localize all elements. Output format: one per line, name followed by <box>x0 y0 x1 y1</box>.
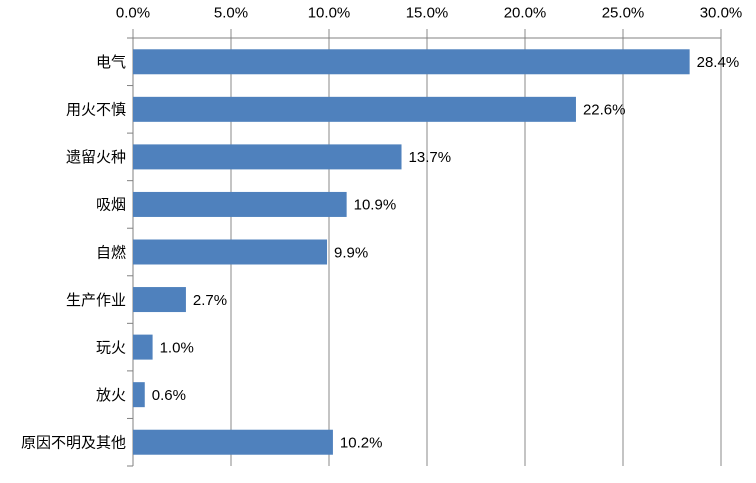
category-label: 生产作业 <box>66 292 126 309</box>
x-axis-tick-label: 10.0% <box>308 4 351 21</box>
category-label: 放火 <box>96 387 126 404</box>
value-label: 10.2% <box>340 434 383 451</box>
value-label: 22.6% <box>583 102 626 119</box>
value-label: 9.9% <box>334 244 368 261</box>
category-label: 遗留火种 <box>66 149 126 166</box>
category-label: 用火不慎 <box>66 101 126 119</box>
value-label: 2.7% <box>193 292 227 309</box>
bar <box>133 429 333 455</box>
bar <box>133 334 153 360</box>
value-label: 13.7% <box>409 149 452 166</box>
value-label: 0.6% <box>152 387 186 404</box>
x-axis-tick-label: 30.0% <box>700 4 743 21</box>
category-label: 自燃 <box>96 243 126 261</box>
x-axis-tick-label: 15.0% <box>406 4 449 21</box>
bar <box>133 382 145 408</box>
bar <box>133 49 690 75</box>
value-label: 28.4% <box>697 54 740 71</box>
bar <box>133 287 186 313</box>
bar <box>133 191 347 217</box>
bar <box>133 239 328 265</box>
category-label: 原因不明及其他 <box>21 434 126 451</box>
category-label: 电气 <box>96 54 126 71</box>
bar <box>133 144 402 170</box>
x-axis-tick-label: 0.0% <box>116 4 150 21</box>
value-label: 1.0% <box>160 339 194 356</box>
x-axis-tick-label: 5.0% <box>214 4 248 21</box>
value-label: 10.9% <box>354 197 397 214</box>
bar <box>133 96 576 122</box>
category-label: 吸烟 <box>96 197 126 214</box>
x-axis-tick-label: 25.0% <box>602 4 645 21</box>
x-axis-tick-label: 20.0% <box>504 4 547 21</box>
category-label: 玩火 <box>96 339 126 356</box>
